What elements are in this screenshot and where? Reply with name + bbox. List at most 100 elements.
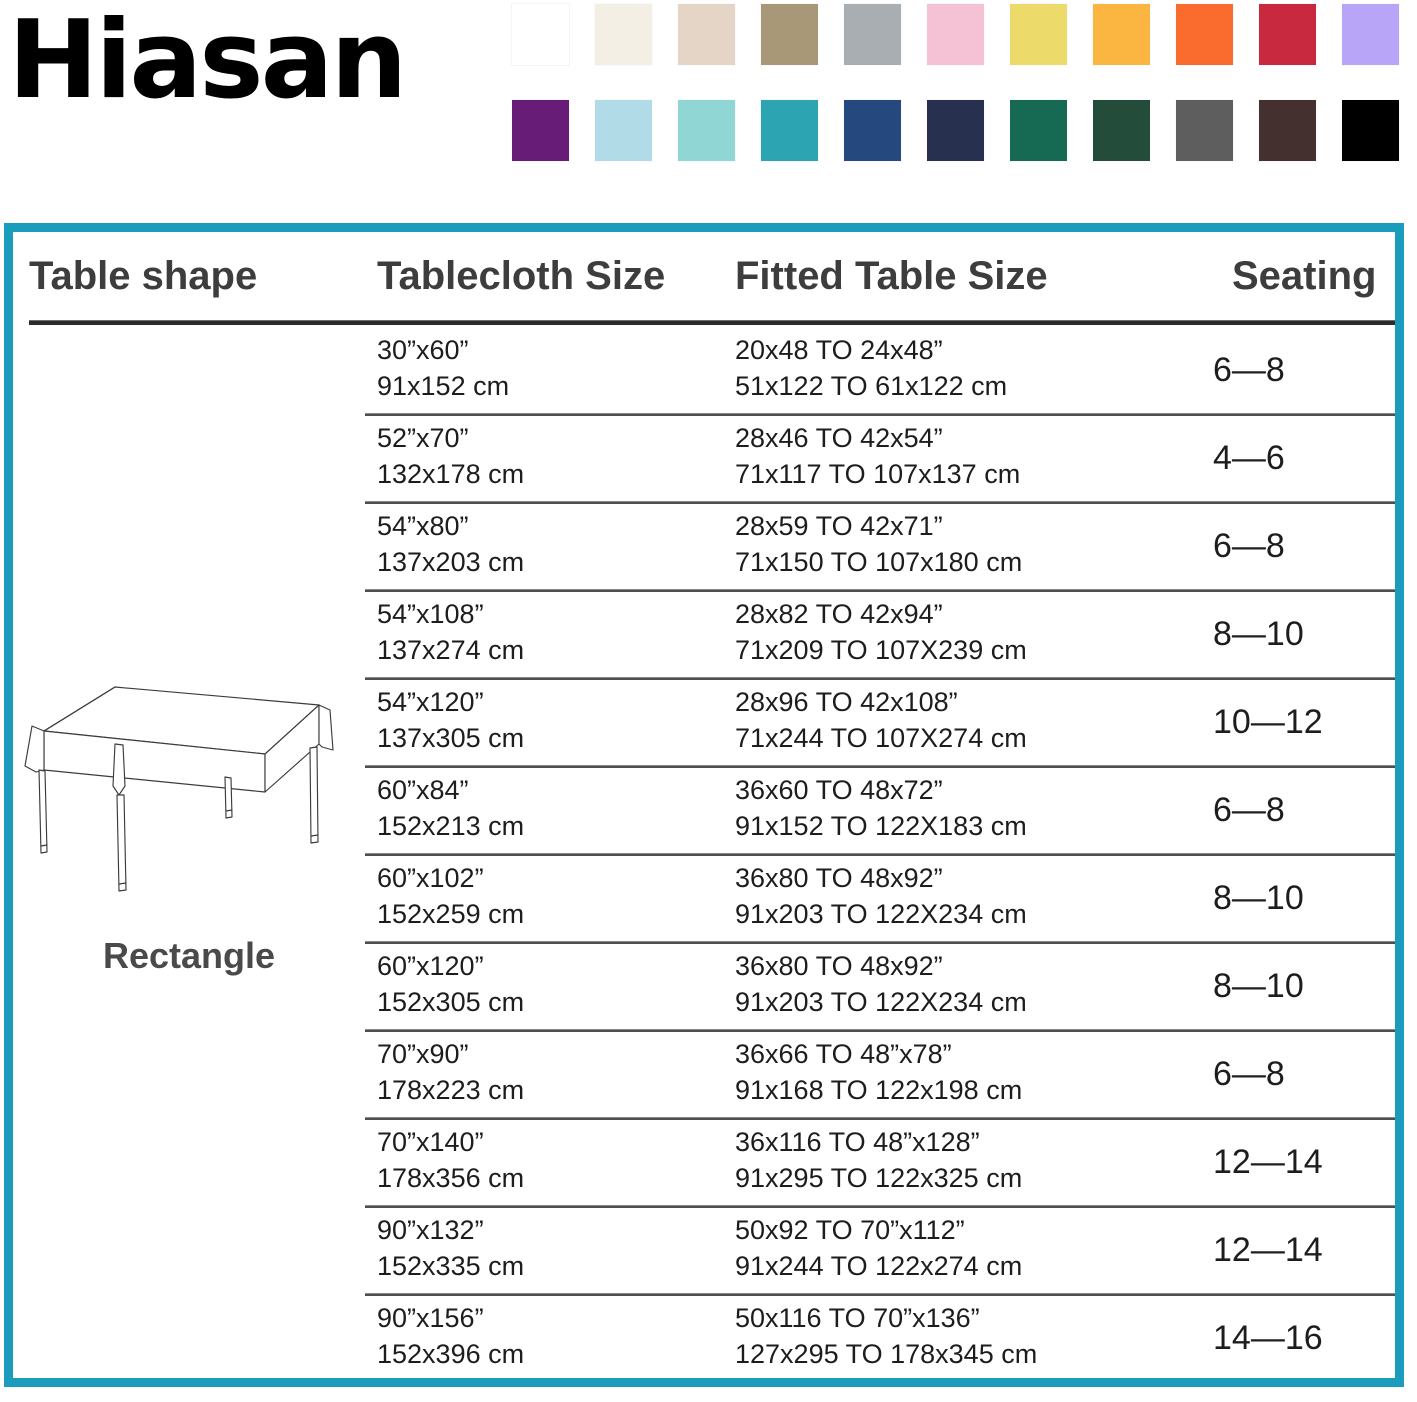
header-divider (29, 320, 1395, 325)
color-swatch-teal[interactable] (761, 100, 818, 161)
cell-seating: 6—8 (1213, 1055, 1285, 1093)
color-swatch-beige[interactable] (678, 4, 735, 65)
cell-fitted-table-size: 20x48 TO 24x48” 51x122 TO 61x122 cm (735, 332, 1007, 404)
cell-fitted-table-size-inches: 36x60 TO 48x72” (735, 775, 943, 805)
cell-tablecloth-size: 90”x132” 152x335 cm (377, 1212, 524, 1284)
cell-fitted-table-size-inches: 36x66 TO 48”x78” (735, 1039, 952, 1069)
row-divider (365, 501, 1395, 504)
table-shape-cell: Rectangle (13, 325, 373, 1385)
cell-fitted-table-size-inches: 36x80 TO 48x92” (735, 863, 943, 893)
cell-seating: 8—10 (1213, 967, 1304, 1005)
cell-tablecloth-size: 54”x120” 137x305 cm (377, 684, 524, 756)
column-header-table-shape: Table shape (29, 254, 258, 298)
cell-fitted-table-size-inches: 20x48 TO 24x48” (735, 335, 943, 365)
cell-fitted-table-size-cm: 91x152 TO 122X183 cm (735, 811, 1027, 841)
cell-tablecloth-size: 54”x80” 137x203 cm (377, 508, 524, 580)
cell-tablecloth-size-cm: 178x223 cm (377, 1075, 525, 1105)
table-header-row: Table shape Tablecloth Size Fitted Table… (13, 232, 1395, 316)
rectangle-table-illustration-icon (19, 682, 359, 897)
cell-fitted-table-size-cm: 127x295 TO 178x345 cm (735, 1339, 1038, 1369)
cell-tablecloth-size-cm: 137x203 cm (377, 547, 525, 577)
brand-logo: Hiasan (8, 0, 407, 123)
cell-fitted-table-size-inches: 50x92 TO 70”x112” (735, 1215, 965, 1245)
color-swatch-panel (512, 4, 1412, 164)
cell-tablecloth-size: 54”x108” 137x274 cm (377, 596, 524, 668)
color-swatch-taupe[interactable] (761, 4, 818, 65)
cell-tablecloth-size-inches: 54”x80” (377, 511, 469, 541)
table-row: 54”x120” 137x305 cm 28x96 TO 42x108” 71x244… (13, 677, 1395, 765)
cell-seating-inches: 10—12 (1213, 703, 1323, 741)
table-shape-label: Rectangle (102, 935, 276, 976)
color-swatch-navy-blue[interactable] (844, 100, 901, 161)
cell-tablecloth-size: 60”x84” 152x213 cm (377, 772, 524, 844)
color-swatch-red[interactable] (1259, 4, 1316, 65)
cell-tablecloth-size-inches: 60”x102” (377, 863, 484, 893)
cell-fitted-table-size-inches: 28x46 TO 42x54” (735, 423, 943, 453)
cell-tablecloth-size-inches: 60”x84” (377, 775, 469, 805)
cell-tablecloth-size-inches: 54”x108” (377, 599, 484, 629)
cell-tablecloth-size-cm: 178x356 cm (377, 1163, 525, 1193)
cell-tablecloth-size-inches: 60”x120” (377, 951, 484, 981)
cell-seating: 6—8 (1213, 351, 1285, 389)
color-swatch-dark-navy[interactable] (927, 100, 984, 161)
cell-seating: 12—14 (1213, 1231, 1323, 1269)
table-row: 70”x140” 178x356 cm 36x116 TO 48”x128” 91x2… (13, 1117, 1395, 1205)
row-divider (365, 1205, 1395, 1208)
color-swatch-charcoal[interactable] (1176, 100, 1233, 161)
color-swatch-aqua[interactable] (678, 100, 735, 161)
cell-seating: 4—6 (1213, 439, 1285, 477)
cell-seating-inches: 12—14 (1213, 1143, 1323, 1181)
cell-seating: 8—10 (1213, 615, 1304, 653)
color-swatch-white[interactable] (512, 4, 569, 65)
color-swatch-dark-brown[interactable] (1259, 100, 1316, 161)
cell-fitted-table-size-cm: 71x244 TO 107X274 cm (735, 723, 1027, 753)
cell-tablecloth-size-cm: 152x335 cm (377, 1251, 525, 1281)
color-swatch-dark-green[interactable] (1093, 100, 1150, 161)
cell-seating-inches: 8—10 (1213, 879, 1304, 917)
color-swatch-ivory[interactable] (595, 4, 652, 65)
cell-fitted-table-size-cm: 91x168 TO 122x198 cm (735, 1075, 1023, 1105)
cell-seating: 14—16 (1213, 1319, 1323, 1357)
cell-seating-inches: 6—8 (1213, 351, 1285, 389)
color-swatch-light-purple[interactable] (1342, 4, 1399, 65)
cell-fitted-table-size-inches: 50x116 TO 70”x136” (735, 1303, 980, 1333)
cell-seating-inches: 8—10 (1213, 615, 1304, 653)
cell-fitted-table-size: 28x96 TO 42x108” 71x244 TO 107X274 cm (735, 684, 1027, 756)
cell-fitted-table-size: 36x80 TO 48x92” 91x203 TO 122X234 cm (735, 948, 1027, 1020)
color-swatch-purple[interactable] (512, 100, 569, 161)
column-header-tablecloth-size: Tablecloth Size (377, 254, 666, 298)
cell-tablecloth-size: 60”x102” 152x259 cm (377, 860, 524, 932)
color-swatch-pink[interactable] (927, 4, 984, 65)
color-swatch-light-blue[interactable] (595, 100, 652, 161)
color-swatch-gray[interactable] (844, 4, 901, 65)
cell-tablecloth-size: 30”x60” 91x152 cm (377, 332, 509, 404)
cell-tablecloth-size-cm: 91x152 cm (377, 371, 510, 401)
cell-tablecloth-size-cm: 152x396 cm (377, 1339, 525, 1369)
table-row: 90”x156” 152x396 cm 50x116 TO 70”x136” 127x… (13, 1293, 1395, 1381)
cell-seating-inches: 4—6 (1213, 439, 1285, 477)
cell-tablecloth-size: 70”x140” 178x356 cm (377, 1124, 524, 1196)
cell-fitted-table-size: 50x92 TO 70”x112” 91x244 TO 122x274 cm (735, 1212, 1022, 1284)
cell-tablecloth-size-cm: 152x305 cm (377, 987, 525, 1017)
cell-tablecloth-size-inches: 90”x156” (377, 1303, 484, 1333)
cell-tablecloth-size-inches: 90”x132” (377, 1215, 484, 1245)
cell-fitted-table-size-cm: 91x244 TO 122x274 cm (735, 1251, 1023, 1281)
cell-fitted-table-size-inches: 36x80 TO 48x92” (735, 951, 943, 981)
row-divider (365, 589, 1395, 592)
top-banner: Hiasan (0, 0, 1417, 205)
size-chart-rows: 30”x60” 91x152 cm 20x48 TO 24x48” 51x122 TO… (13, 325, 1395, 1381)
cell-fitted-table-size-cm: 71x117 TO 107x137 cm (735, 459, 1021, 489)
color-swatch-yellow[interactable] (1010, 4, 1067, 65)
cell-tablecloth-size-inches: 70”x140” (377, 1127, 484, 1157)
cell-tablecloth-size-inches: 54”x120” (377, 687, 484, 717)
color-swatch-green[interactable] (1010, 100, 1067, 161)
cell-tablecloth-size: 90”x156” 152x396 cm (377, 1300, 524, 1372)
color-swatch-black[interactable] (1342, 100, 1399, 161)
cell-fitted-table-size: 36x66 TO 48”x78” 91x168 TO 122x198 cm (735, 1036, 1022, 1108)
color-swatch-orange[interactable] (1176, 4, 1233, 65)
cell-seating-inches: 12—14 (1213, 1231, 1323, 1269)
table-row: 60”x102” 152x259 cm 36x80 TO 48x92” 91x203 … (13, 853, 1395, 941)
cell-tablecloth-size-cm: 132x178 cm (377, 459, 525, 489)
color-swatch-amber[interactable] (1093, 4, 1150, 65)
cell-fitted-table-size-cm: 91x203 TO 122X234 cm (735, 899, 1027, 929)
